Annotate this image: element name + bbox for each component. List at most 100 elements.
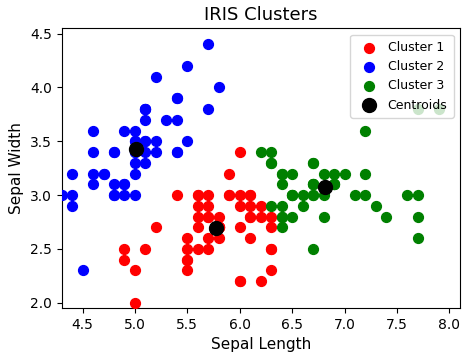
- Cluster 3: [310, 182, 317, 187]
- Y-axis label: Sepal Width: Sepal Width: [9, 122, 25, 214]
- Cluster 1: [215, 224, 223, 230]
- Cluster 2: [142, 149, 149, 155]
- Cluster 2: [173, 149, 181, 155]
- Cluster 2: [183, 138, 191, 144]
- Cluster 3: [257, 149, 264, 155]
- Cluster 2: [142, 138, 149, 144]
- Cluster 3: [351, 192, 359, 198]
- Cluster 3: [267, 160, 275, 166]
- Cluster 3: [362, 128, 369, 133]
- Cluster 2: [173, 95, 181, 101]
- Cluster 3: [330, 182, 338, 187]
- Cluster 3: [310, 160, 317, 166]
- Cluster 1: [215, 224, 223, 230]
- Cluster 2: [142, 160, 149, 166]
- Cluster 1: [267, 214, 275, 219]
- Cluster 1: [267, 268, 275, 273]
- Cluster 2: [121, 182, 128, 187]
- Cluster 2: [183, 63, 191, 69]
- Cluster 3: [330, 182, 338, 187]
- Cluster 3: [310, 192, 317, 198]
- Cluster 3: [299, 192, 306, 198]
- Cluster 3: [310, 182, 317, 187]
- Cluster 1: [131, 300, 139, 306]
- Cluster 2: [152, 74, 160, 80]
- Cluster 1: [204, 192, 212, 198]
- Cluster 2: [121, 182, 128, 187]
- Cluster 2: [131, 138, 139, 144]
- Cluster 2: [110, 182, 118, 187]
- Cluster 3: [267, 160, 275, 166]
- Cluster 2: [131, 171, 139, 176]
- Cluster 2: [131, 138, 139, 144]
- Cluster 1: [215, 235, 223, 241]
- Cluster 3: [299, 203, 306, 209]
- Cluster 2: [121, 128, 128, 133]
- Cluster 2: [89, 128, 97, 133]
- Centroids: [132, 146, 139, 152]
- Cluster 3: [278, 182, 285, 187]
- Cluster 2: [152, 138, 160, 144]
- Cluster 1: [236, 203, 244, 209]
- Cluster 2: [89, 149, 97, 155]
- Cluster 1: [121, 246, 128, 252]
- Cluster 3: [288, 171, 296, 176]
- Cluster 1: [183, 246, 191, 252]
- Cluster 3: [310, 246, 317, 252]
- Cluster 1: [194, 192, 201, 198]
- Cluster 2: [131, 192, 139, 198]
- Cluster 3: [320, 171, 328, 176]
- Cluster 3: [414, 106, 422, 112]
- Cluster 2: [204, 106, 212, 112]
- Cluster 2: [68, 203, 76, 209]
- Cluster 1: [267, 224, 275, 230]
- Centroids: [321, 184, 328, 190]
- Cluster 2: [100, 171, 107, 176]
- Cluster 1: [121, 257, 128, 262]
- Cluster 1: [204, 203, 212, 209]
- Cluster 1: [142, 246, 149, 252]
- Cluster 2: [142, 106, 149, 112]
- Cluster 2: [110, 149, 118, 155]
- Cluster 1: [204, 214, 212, 219]
- Cluster 1: [215, 214, 223, 219]
- Cluster 2: [131, 160, 139, 166]
- Cluster 1: [246, 192, 254, 198]
- Cluster 2: [121, 192, 128, 198]
- Cluster 3: [403, 192, 411, 198]
- Cluster 3: [362, 171, 369, 176]
- Cluster 3: [288, 192, 296, 198]
- Cluster 1: [236, 192, 244, 198]
- Cluster 3: [278, 203, 285, 209]
- Cluster 3: [288, 214, 296, 219]
- Cluster 2: [142, 106, 149, 112]
- Cluster 1: [246, 214, 254, 219]
- Cluster 2: [131, 149, 139, 155]
- Cluster 3: [267, 149, 275, 155]
- Cluster 3: [414, 235, 422, 241]
- Cluster 1: [246, 192, 254, 198]
- Cluster 3: [330, 182, 338, 187]
- Cluster 3: [320, 214, 328, 219]
- Cluster 3: [414, 214, 422, 219]
- Cluster 1: [204, 246, 212, 252]
- Cluster 1: [194, 203, 201, 209]
- Cluster 1: [215, 224, 223, 230]
- Cluster 1: [173, 192, 181, 198]
- Cluster 2: [142, 138, 149, 144]
- Cluster 1: [215, 224, 223, 230]
- Cluster 2: [163, 117, 170, 122]
- Cluster 1: [236, 224, 244, 230]
- Cluster 3: [278, 171, 285, 176]
- Legend: Cluster 1, Cluster 2, Cluster 3, Centroids: Cluster 1, Cluster 2, Cluster 3, Centroi…: [350, 35, 454, 118]
- Cluster 1: [204, 235, 212, 241]
- Cluster 2: [204, 42, 212, 47]
- Cluster 2: [131, 149, 139, 155]
- Cluster 3: [278, 214, 285, 219]
- Cluster 1: [226, 171, 233, 176]
- Cluster 1: [183, 257, 191, 262]
- Cluster 1: [183, 257, 191, 262]
- Cluster 2: [79, 268, 86, 273]
- Cluster 2: [173, 117, 181, 122]
- Cluster 2: [110, 149, 118, 155]
